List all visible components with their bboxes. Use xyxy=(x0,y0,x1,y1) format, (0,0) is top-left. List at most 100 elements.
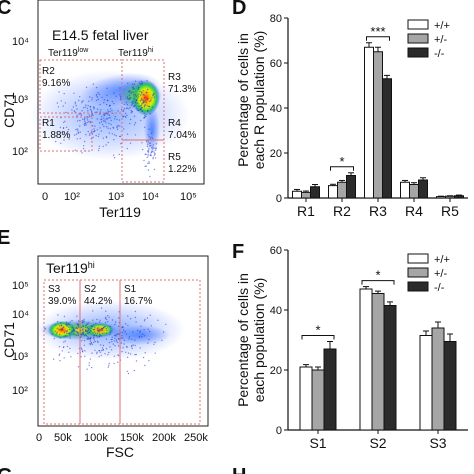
scatter-point xyxy=(63,357,65,359)
scatter-point xyxy=(94,349,96,351)
panel-e-xtick: 50k xyxy=(54,432,72,444)
scatter-point xyxy=(58,91,60,93)
scatter-point xyxy=(55,140,57,143)
scatter-point xyxy=(137,109,139,112)
scatter-point xyxy=(58,354,60,357)
scatter-point xyxy=(104,326,106,328)
scatter-point xyxy=(101,347,104,349)
scatter-point xyxy=(114,345,116,347)
scatter-point xyxy=(123,109,125,111)
x-tick-label: R1 xyxy=(297,203,315,219)
scatter-point xyxy=(106,94,108,96)
x-tick-label: S1 xyxy=(309,435,326,451)
scatter-point xyxy=(155,157,157,159)
scatter-point xyxy=(53,337,55,340)
scatter-point xyxy=(147,143,149,145)
scatter-point xyxy=(84,350,86,352)
scatter-point xyxy=(65,126,68,128)
scatter-point xyxy=(95,334,98,337)
scatter-point xyxy=(57,314,59,316)
scatter-point xyxy=(97,98,100,101)
scatter-point xyxy=(119,87,121,89)
scatter-point xyxy=(151,132,153,134)
scatter-point xyxy=(137,94,139,96)
scatter-point xyxy=(91,113,93,116)
scatter-point xyxy=(99,111,102,113)
scatter-point xyxy=(94,125,96,127)
scatter-point xyxy=(149,314,151,316)
scatter-point xyxy=(140,119,142,122)
panel-e-xtick: 100k xyxy=(84,432,108,444)
scatter-point xyxy=(79,96,81,98)
scatter-point xyxy=(144,165,146,168)
scatter-point xyxy=(116,126,118,129)
scatter-point xyxy=(96,318,98,321)
scatter-point xyxy=(92,337,95,339)
scatter-point xyxy=(129,96,131,99)
scatter-point xyxy=(102,349,104,351)
scatter-point xyxy=(76,115,78,117)
scatter-point xyxy=(127,352,130,354)
scatter-point xyxy=(106,100,109,102)
scatter-point xyxy=(95,134,97,137)
scatter-point xyxy=(126,147,129,150)
scatter-point xyxy=(102,344,105,347)
scatter-point xyxy=(141,103,143,105)
scatter-point xyxy=(137,102,139,105)
scatter-point xyxy=(59,135,62,137)
scatter-point xyxy=(140,94,142,96)
scatter-point xyxy=(96,118,99,120)
scatter-point xyxy=(87,130,89,133)
scatter-point xyxy=(128,108,130,110)
scatter-point xyxy=(153,343,155,345)
scatter-point xyxy=(105,332,107,334)
panel-e-ylabel: CD71 xyxy=(1,322,17,358)
scatter-point xyxy=(112,343,115,345)
scatter-point xyxy=(104,120,106,123)
scatter-point xyxy=(109,346,111,348)
scatter-point xyxy=(127,315,129,317)
bar-r3-series-1 xyxy=(373,51,383,199)
scatter-point xyxy=(93,106,95,109)
panel-e-xtick: 250k xyxy=(184,432,208,444)
scatter-point xyxy=(134,339,136,341)
scatter-point xyxy=(90,115,93,117)
scatter-point xyxy=(143,335,145,337)
scatter-point xyxy=(68,323,70,325)
scatter-point xyxy=(143,112,145,115)
scatter-point xyxy=(135,353,137,356)
scatter-point xyxy=(146,145,149,147)
scatter-point xyxy=(119,94,121,96)
scatter-point xyxy=(132,344,134,346)
scatter-point xyxy=(84,326,87,328)
scatter-point xyxy=(145,116,147,118)
scatter-point xyxy=(56,327,58,329)
scatter-point xyxy=(58,328,60,331)
scatter-point xyxy=(101,123,104,126)
scatter-point xyxy=(111,319,114,321)
scatter-point xyxy=(107,366,110,368)
panel-e: E Ter119hi S3 39.0% S2 44.2% S1 16.7% 10… xyxy=(0,227,209,460)
scatter-point xyxy=(83,123,85,125)
scatter-point xyxy=(107,127,109,129)
scatter-point xyxy=(60,325,62,327)
scatter-point xyxy=(105,316,107,318)
scatter-point xyxy=(124,323,127,325)
scatter-point xyxy=(97,330,99,332)
panel-e-density xyxy=(35,300,185,360)
scatter-point xyxy=(109,110,111,113)
scatter-point xyxy=(119,135,122,138)
scatter-point xyxy=(84,333,87,336)
x-tick-label: R4 xyxy=(405,203,423,219)
scatter-point xyxy=(135,107,138,110)
scatter-point xyxy=(82,148,85,150)
scatter-point xyxy=(63,332,66,334)
scatter-point xyxy=(148,105,151,108)
scatter-point xyxy=(127,324,129,327)
panel-f-ylabel-line1: Percentage of cells in xyxy=(235,273,251,407)
scatter-point xyxy=(113,157,116,159)
scatter-point xyxy=(153,93,155,95)
scatter-point xyxy=(144,352,146,354)
panel-c-title: E14.5 fetal liver xyxy=(52,27,149,43)
scatter-point xyxy=(153,96,156,98)
